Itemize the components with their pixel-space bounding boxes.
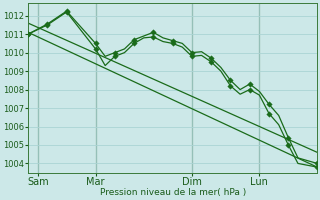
- X-axis label: Pression niveau de la mer( hPa ): Pression niveau de la mer( hPa ): [100, 188, 246, 197]
